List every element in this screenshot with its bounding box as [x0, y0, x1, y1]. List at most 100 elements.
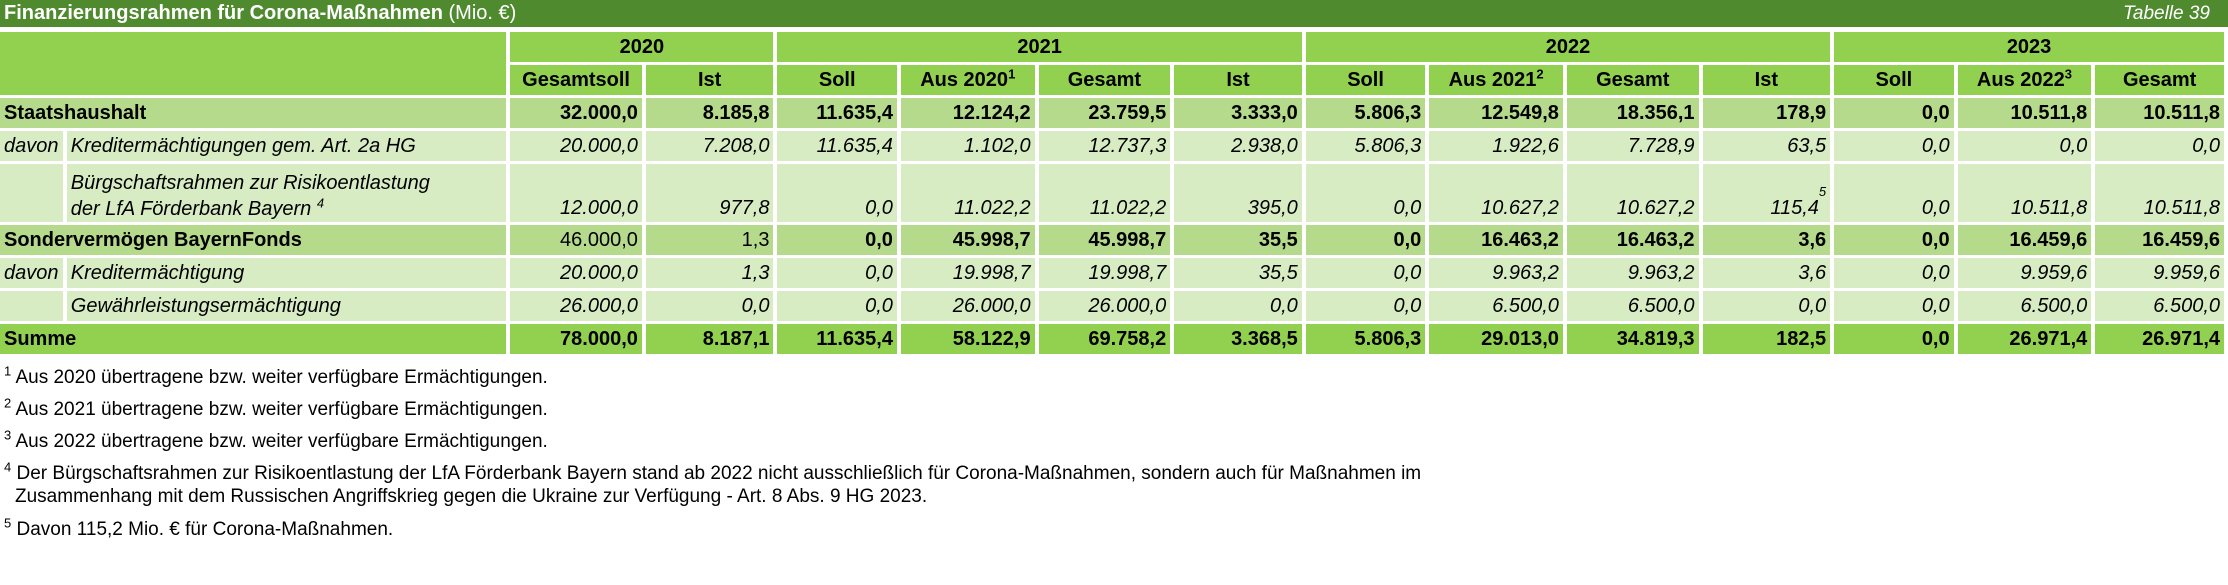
- value-cell: 5.806,3: [1305, 98, 1426, 128]
- value-cell: 7.208,0: [645, 131, 774, 161]
- value-cell: 12.000,0: [510, 164, 642, 222]
- footnote: 3 Aus 2022 übertragene bzw. weiter verfü…: [4, 427, 548, 452]
- column-header: Gesamt: [2095, 65, 2224, 95]
- value-cell: 0,0: [1957, 131, 2092, 161]
- value-cell: 0,0: [1834, 291, 1954, 321]
- davon-label: davon: [0, 258, 63, 288]
- value-cell: 6.500,0: [1429, 291, 1563, 321]
- value-cell: 178,9: [1702, 98, 1831, 128]
- value-cell: 11.635,4: [777, 131, 897, 161]
- value-cell: 34.819,3: [1566, 324, 1699, 354]
- table-row: Staatshaushalt 32.000,0 8.185,8 11.635,4 12…: [0, 98, 2224, 128]
- year-header: 2023: [1834, 32, 2224, 62]
- empty-cell: [0, 164, 63, 222]
- year-header: 2021: [777, 32, 1302, 62]
- value-cell: 7.728,9: [1566, 131, 1699, 161]
- value-cell: 6.500,0: [2095, 291, 2224, 321]
- value-cell: 0,0: [1702, 291, 1831, 321]
- value-cell: 395,0: [1174, 164, 1302, 222]
- column-header: Ist: [1174, 65, 1302, 95]
- value-cell: 29.013,0: [1429, 324, 1563, 354]
- table-number: Tabelle 39: [2123, 2, 2210, 24]
- value-cell: 0,0: [1174, 291, 1302, 321]
- value-cell: 11.022,2: [1038, 164, 1171, 222]
- year-header: 2020: [510, 32, 774, 62]
- header-blank-cell: [0, 32, 507, 95]
- value-cell: 18.356,1: [1566, 98, 1699, 128]
- value-cell: 10.627,2: [1566, 164, 1699, 222]
- value-cell: 10.511,8: [1957, 98, 2092, 128]
- value-cell: 0,0: [1834, 324, 1954, 354]
- value-cell: 3.333,0: [1174, 98, 1302, 128]
- value-cell: 6.500,0: [1566, 291, 1699, 321]
- value-cell: 1,3: [645, 225, 774, 255]
- column-header: Gesamt: [1038, 65, 1171, 95]
- column-header: Ist: [1702, 65, 1831, 95]
- value-cell: 8.185,8: [645, 98, 774, 128]
- financing-table: 2020 2021 2022 2023 Gesamtsoll Ist Soll Aus…: [0, 29, 2228, 357]
- value-cell: 46.000,0: [510, 225, 642, 255]
- footnote-ref: 1: [1008, 66, 1016, 82]
- row-label: Summe: [0, 324, 507, 354]
- empty-cell: [0, 291, 63, 321]
- value-cell: 9.963,2: [1429, 258, 1563, 288]
- value-cell: 10.511,8: [2095, 164, 2224, 222]
- row-label: Bürgschaftsrahmen zur Risikoentlastung de…: [66, 164, 507, 222]
- value-cell: 0,0: [1305, 291, 1426, 321]
- value-cell: 35,5: [1174, 225, 1302, 255]
- value-cell: 10.511,8: [1957, 164, 2092, 222]
- table-row: davon Kreditermächtigung 20.000,0 1,3 0,0 1…: [0, 258, 2224, 288]
- value-cell: 3,6: [1702, 225, 1831, 255]
- value-cell: 58.122,9: [900, 324, 1035, 354]
- value-cell: 20.000,0: [510, 258, 642, 288]
- value-cell: 0,0: [2095, 131, 2224, 161]
- value-cell: 12.737,3: [1038, 131, 1171, 161]
- year-header-row: 2020 2021 2022 2023: [0, 32, 2224, 95]
- value-cell: 0,0: [777, 258, 897, 288]
- value-cell: 0,0: [1305, 225, 1426, 255]
- row-label: Gewährleistungsermächtigung: [66, 291, 507, 321]
- value-cell: 16.459,6: [2095, 225, 2224, 255]
- value-cell: 0,0: [1834, 225, 1954, 255]
- value-cell: 35,5: [1174, 258, 1302, 288]
- value-cell: 1.922,6: [1429, 131, 1563, 161]
- value-cell: 6.500,0: [1957, 291, 2092, 321]
- value-cell: 63,5: [1702, 131, 1831, 161]
- value-cell: 0,0: [1834, 164, 1954, 222]
- value-cell: 8.187,1: [645, 324, 774, 354]
- value-cell: 115,45: [1702, 164, 1831, 222]
- column-header-row: Gesamtsoll Ist Soll Aus 20201 Gesamt Ist Soll A…: [0, 65, 2224, 95]
- column-header: Soll: [1305, 65, 1426, 95]
- value-cell: 0,0: [1834, 98, 1954, 128]
- footnote: 1 Aus 2020 übertragene bzw. weiter verfü…: [4, 363, 548, 388]
- value-cell: 19.998,7: [900, 258, 1035, 288]
- value-cell: 12.124,2: [900, 98, 1035, 128]
- value-cell: 0,0: [1305, 258, 1426, 288]
- footnotes: 1 Aus 2020 übertragene bzw. weiter verfü…: [0, 363, 2228, 541]
- value-cell: 3,6: [1702, 258, 1831, 288]
- row-label: Staatshaushalt: [0, 98, 507, 128]
- footnote-ref: 5: [1818, 184, 1827, 200]
- value-cell: 182,5: [1702, 324, 1831, 354]
- year-header: 2022: [1305, 32, 1831, 62]
- value-cell: 0,0: [1834, 131, 1954, 161]
- value-cell: 23.759,5: [1038, 98, 1171, 128]
- table-title-bar: Finanzierungsrahmen für Corona-Maßnahmen…: [0, 0, 2228, 27]
- table-row: Summe 78.000,0 8.187,1 11.635,4 58.122,9 69.…: [0, 324, 2224, 354]
- value-cell: 10.511,8: [2095, 98, 2224, 128]
- value-cell: 19.998,7: [1038, 258, 1171, 288]
- value-cell: 9.959,6: [1957, 258, 2092, 288]
- value-cell: 3.368,5: [1174, 324, 1302, 354]
- value-cell: 26.000,0: [900, 291, 1035, 321]
- footnote: 5 Davon 115,2 Mio. € für Corona-Maßnahme…: [4, 515, 394, 540]
- value-cell: 0,0: [1834, 258, 1954, 288]
- value-cell: 11.635,4: [777, 98, 897, 128]
- table-row: Bürgschaftsrahmen zur Risikoentlastung de…: [0, 164, 2224, 222]
- value-cell: 10.627,2: [1429, 164, 1563, 222]
- value-cell: 32.000,0: [510, 98, 642, 128]
- value-cell: 977,8: [645, 164, 774, 222]
- value-cell: 0,0: [777, 225, 897, 255]
- column-header: Gesamtsoll: [510, 65, 642, 95]
- value-cell: 26.000,0: [510, 291, 642, 321]
- footnote: 4 Der Bürgschaftsrahmen zur Risikoentlas…: [4, 459, 1422, 507]
